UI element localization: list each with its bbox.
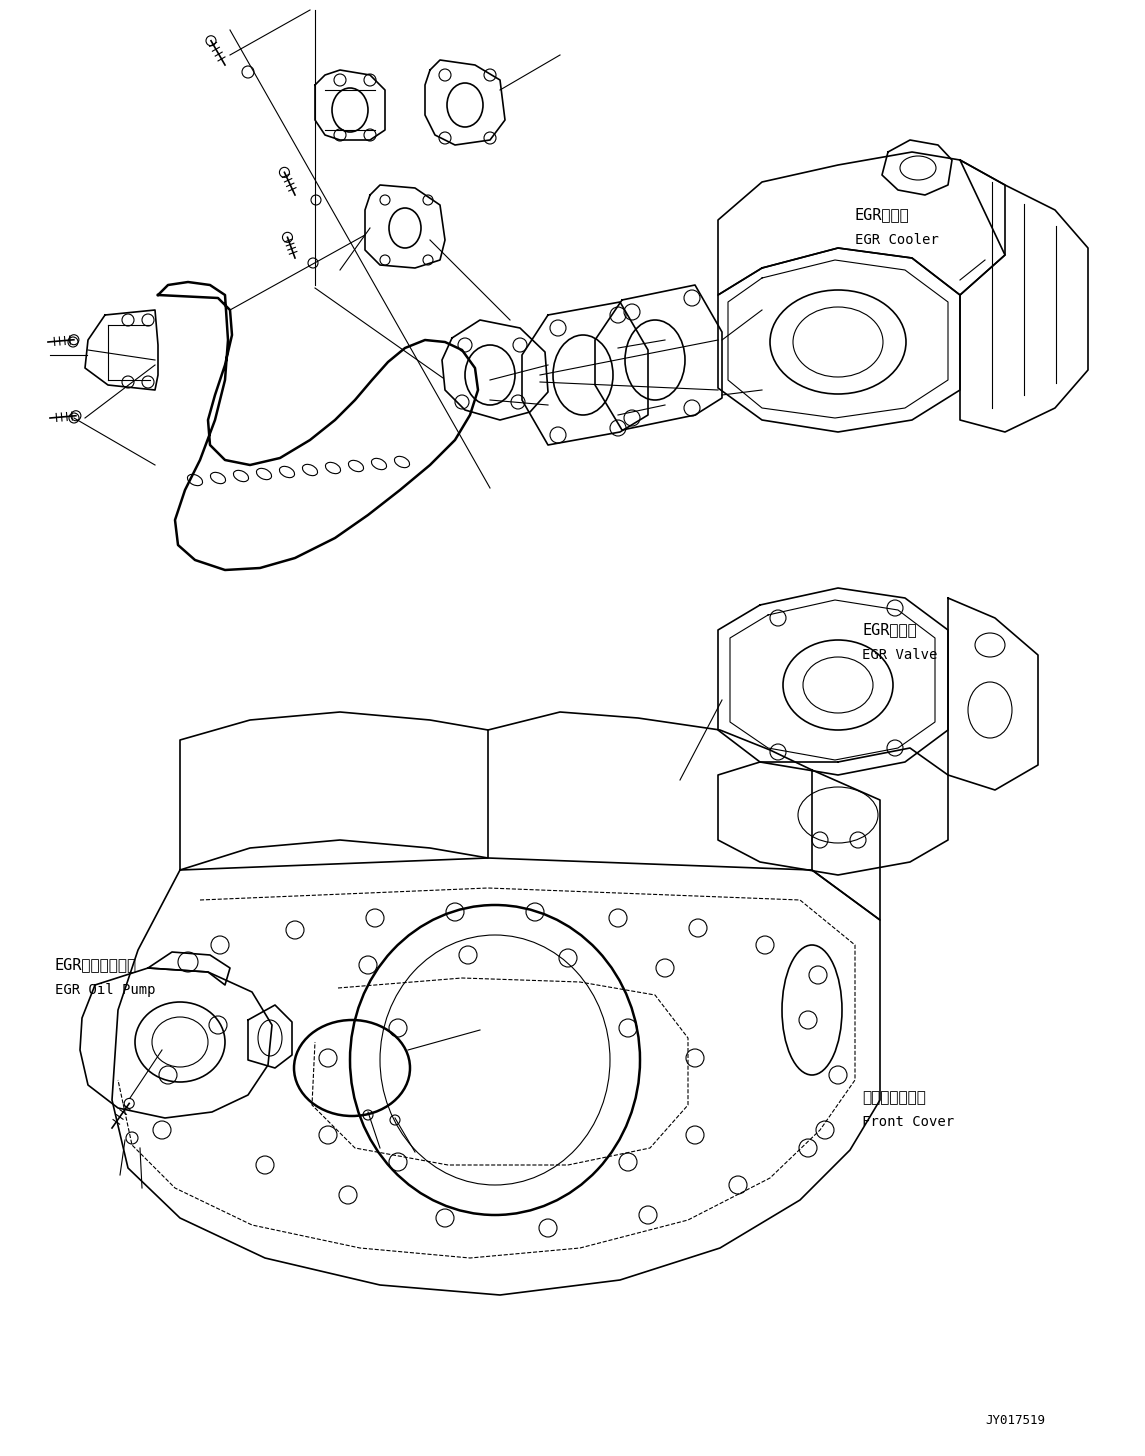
Text: EGRバルブ: EGRバルブ (862, 623, 917, 638)
Text: EGR Oil Pump: EGR Oil Pump (55, 983, 156, 997)
Text: EGR Cooler: EGR Cooler (855, 233, 939, 248)
Text: Front Cover: Front Cover (862, 1115, 954, 1128)
Text: フロントカバー: フロントカバー (862, 1091, 926, 1105)
Text: EGR Valve: EGR Valve (862, 648, 938, 662)
Text: EGRクーラ: EGRクーラ (855, 208, 910, 223)
Text: JY017519: JY017519 (985, 1414, 1045, 1427)
Text: EGRオイルポンプ: EGRオイルポンプ (55, 958, 137, 973)
